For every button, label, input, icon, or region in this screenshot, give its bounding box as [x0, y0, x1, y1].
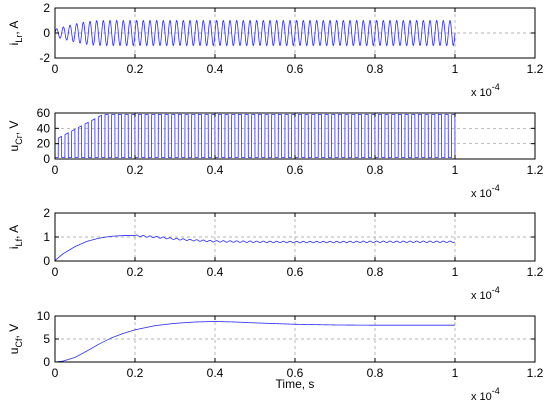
x-tick-label: 0.8	[367, 366, 384, 380]
x-tick-label: 0.4	[207, 163, 224, 177]
y-axis-label: uCf, V	[7, 324, 24, 354]
x-tick-label: 1	[452, 265, 459, 279]
y-tick-label: 0	[43, 26, 50, 40]
y-axis-label: iLf, A	[7, 225, 24, 249]
x-tick-label: 1	[452, 163, 459, 177]
x-tick-label: 0.6	[287, 163, 304, 177]
y-tick-label: 40	[37, 121, 51, 135]
x-axis-label: Time, s	[276, 377, 315, 391]
x-tick-label: 0.2	[127, 163, 144, 177]
series-line-iLf	[54, 234, 456, 261]
y-tick-label: 2	[43, 206, 50, 220]
x-tick-label: 0.8	[367, 265, 384, 279]
x-tick-label: 0	[52, 366, 59, 380]
y-tick-label: 5	[43, 332, 50, 346]
x-tick-label: 0	[52, 163, 59, 177]
x-tick-label: 1	[452, 62, 459, 76]
x-tick-label: 1	[452, 366, 459, 380]
y-tick-label: 0	[43, 254, 50, 268]
y-tick-label: 0	[43, 152, 50, 166]
y-tick-label: 2	[43, 1, 50, 15]
series-line-uCr	[55, 114, 456, 158]
x-tick-label: 0.8	[367, 62, 384, 76]
series-line-iLr	[54, 19, 456, 47]
y-axis-label: uCr, V	[7, 121, 24, 152]
x-tick-label: 0.6	[287, 366, 304, 380]
x-tick-label: 0	[52, 265, 59, 279]
x-tick-label: 0.4	[207, 366, 224, 380]
series-line-uCf	[54, 321, 455, 363]
y-tick-label: 0	[43, 355, 50, 369]
y-tick-label: -2	[39, 51, 50, 65]
x-tick-label: 0.4	[207, 62, 224, 76]
subplot-uCf: 0 0.2 0.4 0.6 0.8 1 1.2 0 5 10 x 10-4 uCf, V	[7, 309, 544, 403]
x-exponent-label: x 10-4	[471, 183, 500, 200]
x-exponent-label: x 10-4	[471, 285, 500, 302]
x-exponent-label: x 10-4	[471, 386, 500, 403]
x-tick-label: 0.2	[127, 366, 144, 380]
x-tick-label: 0.2	[127, 265, 144, 279]
y-axis-label: iLr, A	[7, 21, 24, 46]
x-tick-label: 0.6	[287, 62, 304, 76]
y-tick-label: 10	[37, 309, 51, 323]
x-tick-label: 0.4	[207, 265, 224, 279]
x-tick-label: 1.2	[527, 366, 544, 380]
x-tick-label: 1.2	[527, 62, 544, 76]
x-tick-label: 0.6	[287, 265, 304, 279]
y-tick-label: 20	[37, 137, 51, 151]
x-exponent-label: x 10-4	[471, 82, 500, 99]
x-tick-label: 0.2	[127, 62, 144, 76]
y-tick-label: 1	[43, 230, 50, 244]
x-tick-label: 1.2	[527, 163, 544, 177]
x-tick-label: 0	[52, 62, 59, 76]
y-tick-label: 60	[37, 106, 51, 120]
subplot-iLf: 0 0.2 0.4 0.6 0.8 1 1.2 0 1 2 x 10-4 iLf, A	[7, 206, 544, 302]
x-tick-label: 0.8	[367, 163, 384, 177]
x-tick-label: 1.2	[527, 265, 544, 279]
